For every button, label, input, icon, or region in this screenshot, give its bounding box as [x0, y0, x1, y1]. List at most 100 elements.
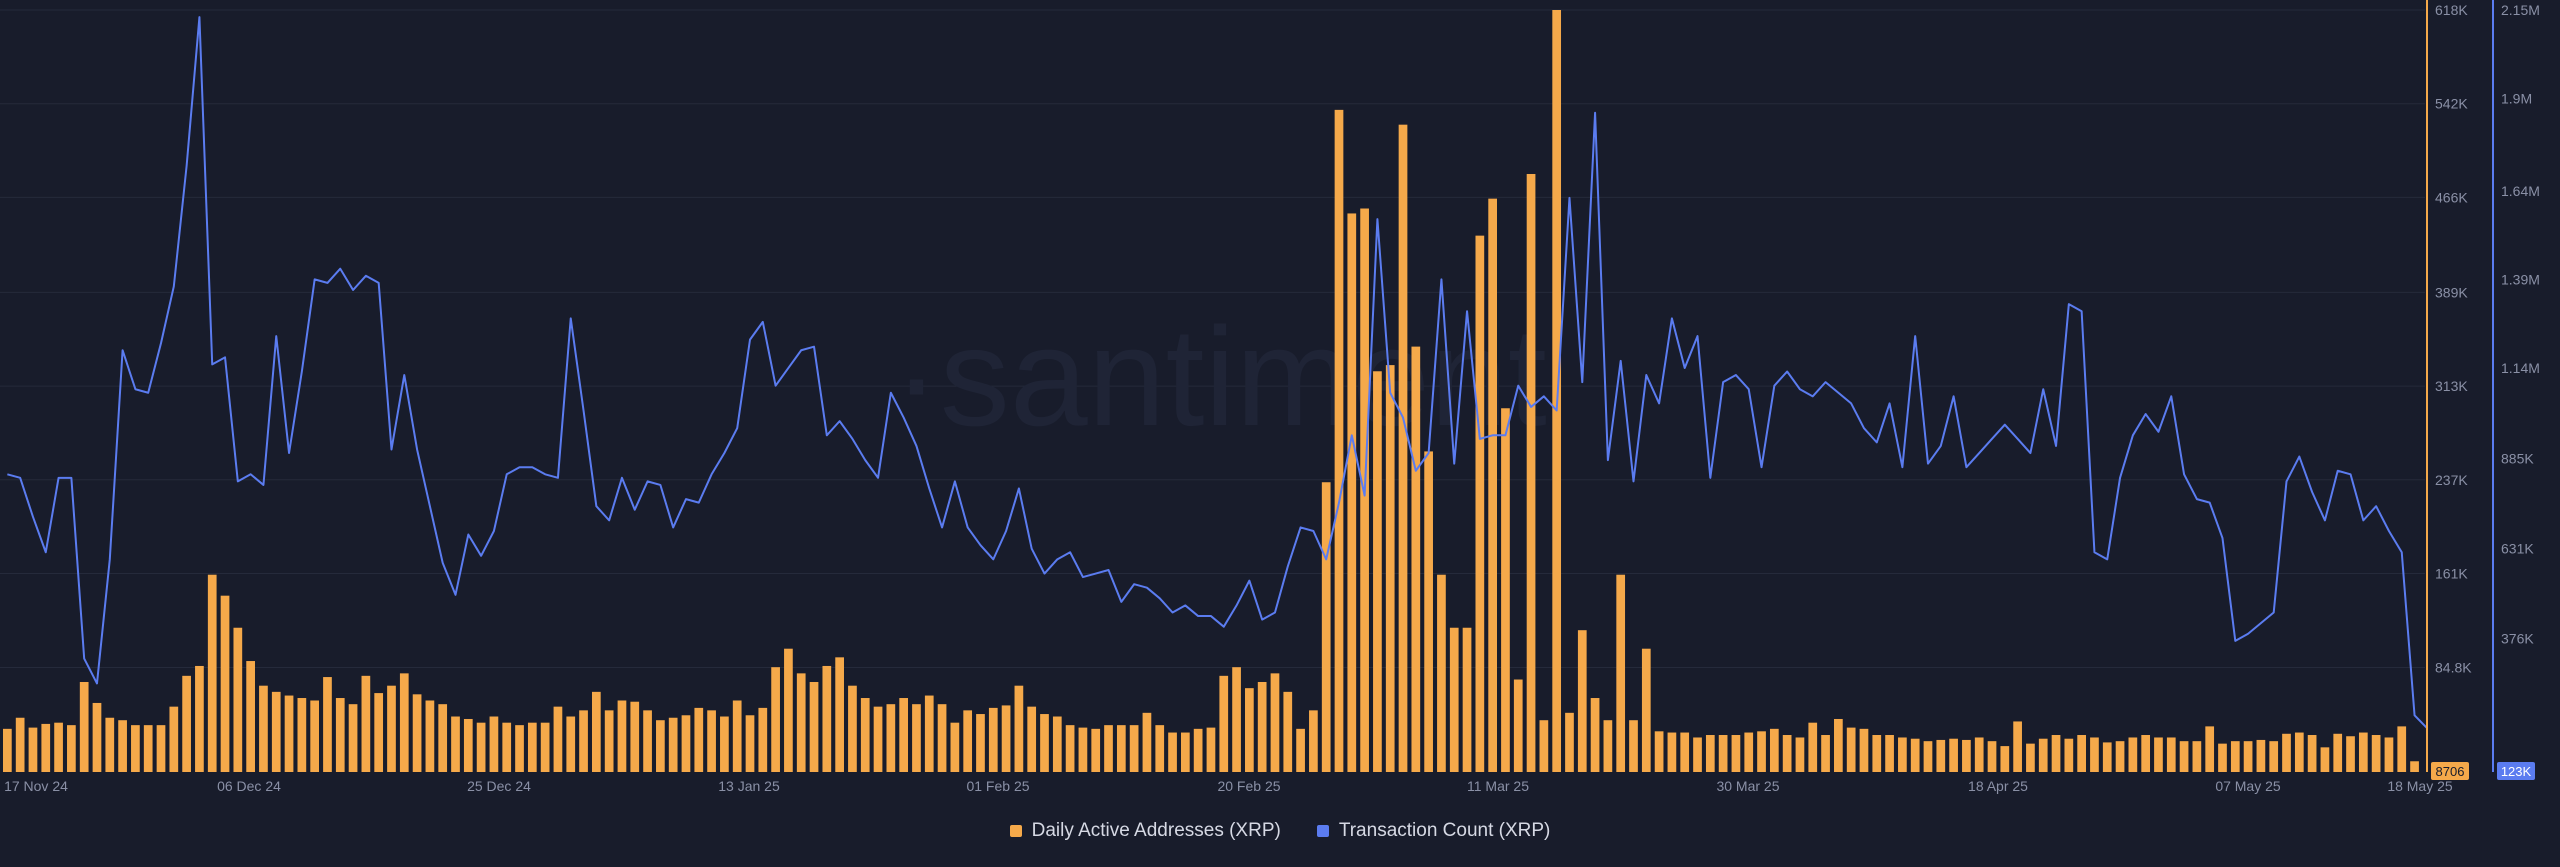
x-tick-label: 01 Feb 25: [966, 778, 1029, 794]
bar-dau: [745, 715, 755, 772]
bar-dau: [233, 627, 243, 772]
bar-dau: [1718, 735, 1728, 772]
bar-dau: [438, 704, 448, 772]
bar-dau: [2013, 721, 2022, 772]
bar-dau: [2256, 739, 2266, 772]
legend-swatch-tx: [1316, 825, 1329, 837]
bar-dau: [1577, 630, 1587, 772]
bar-dau: [873, 706, 883, 772]
bar-dau: [835, 657, 844, 772]
bar-dau: [1488, 198, 1497, 772]
bar-dau: [2269, 741, 2279, 772]
tick-label-dau: 466K: [2435, 189, 2468, 205]
bar-dau: [1898, 737, 1907, 772]
bar-dau: [169, 706, 179, 772]
bar-dau: [860, 698, 870, 772]
bar-dau: [2346, 736, 2355, 772]
x-tick-label: 18 Apr 25: [1968, 778, 2028, 794]
bar-dau: [1923, 741, 1933, 772]
tick-label-tx: 885K: [2501, 450, 2534, 466]
bar-dau: [1846, 727, 1856, 772]
bar-dau: [2371, 735, 2381, 772]
bar-dau: [131, 725, 140, 772]
last-value-text-tx: 123K: [2501, 764, 2532, 779]
bar-dau: [2397, 726, 2407, 772]
bar-dau: [899, 698, 909, 772]
legend-label-tx: Transaction Count (XRP): [1338, 820, 1551, 841]
bar-dau: [771, 667, 780, 772]
tick-label-dau: 313K: [2435, 378, 2468, 394]
bar-dau: [2064, 738, 2074, 772]
x-tick-label: 13 Jan 25: [718, 778, 780, 794]
bar-dau: [1437, 574, 1446, 772]
bar-dau: [2166, 737, 2176, 772]
bar-dau: [297, 698, 307, 772]
bar-dau: [988, 707, 998, 772]
bar-dau: [284, 695, 294, 772]
bar-dau: [1590, 698, 1600, 772]
chart-legend: Daily Active Addresses (XRP) Transaction…: [0, 820, 2560, 842]
bar-dau: [220, 595, 230, 772]
bar-dau: [1411, 346, 1421, 772]
bar-dau: [1206, 727, 1216, 772]
bar-dau: [1859, 728, 1869, 772]
bar-dau: [937, 704, 947, 772]
legend-item-tx[interactable]: Transaction Count (XRP): [1316, 820, 1551, 842]
bar-dau: [1629, 720, 1638, 772]
bar-dau: [1693, 737, 1702, 772]
bar-dau: [2026, 743, 2035, 772]
bar-dau: [1398, 124, 1408, 773]
bar-dau: [566, 716, 576, 772]
bar-dau: [15, 717, 25, 772]
tick-label-dau: 237K: [2435, 472, 2468, 488]
x-tick-label: 17 Nov 24: [4, 778, 68, 794]
bar-dau: [489, 716, 499, 772]
bar-dau: [1257, 681, 1267, 772]
bar-dau: [643, 710, 652, 772]
tick-label-dau: 542K: [2435, 96, 2468, 112]
bar-dau: [1795, 737, 1805, 772]
bar-dau: [1731, 735, 1741, 772]
bar-dau: [591, 691, 601, 772]
bar-dau: [1552, 10, 1562, 772]
bar-dau: [1168, 732, 1177, 772]
bar-dau: [1667, 732, 1677, 772]
bar-dau: [502, 722, 512, 772]
bar-dau: [656, 720, 665, 772]
bar-dau: [720, 716, 729, 772]
last-value-badge-dau: [2431, 762, 2469, 780]
bar-dau: [399, 673, 409, 772]
bar-dau: [2384, 737, 2394, 772]
bar-dau: [848, 685, 857, 772]
bar-dau: [2205, 726, 2215, 772]
bar-dau: [707, 710, 716, 772]
bar-dau: [1270, 673, 1280, 772]
bar-dau: [67, 725, 76, 772]
bar-dau: [1808, 722, 1818, 772]
bar-dau: [1821, 735, 1830, 772]
bar-dau: [1974, 737, 1984, 772]
bar-dau: [118, 720, 127, 772]
tick-label-tx: 376K: [2501, 631, 2534, 647]
bar-dau: [1962, 739, 1971, 772]
bar-dau: [963, 710, 973, 772]
bar-dau: [1834, 718, 1843, 772]
tick-label-dau: 618K: [2435, 2, 2468, 18]
bar-dau: [924, 695, 934, 772]
bar-dau: [335, 698, 345, 772]
bar-dau: [1949, 738, 1958, 772]
bar-dau: [1065, 725, 1075, 772]
bar-dau: [1321, 482, 1331, 772]
bar-dau: [1334, 109, 1344, 773]
bar-dau: [28, 727, 38, 772]
bar-dau: [617, 700, 627, 772]
bar-dau: [2179, 741, 2189, 772]
legend-item-dau[interactable]: Daily Active Addresses (XRP): [1009, 820, 1281, 842]
bar-dau: [1001, 705, 1011, 772]
bar-dau: [2141, 735, 2151, 772]
bar-dau: [2000, 746, 2010, 772]
bar-dau: [1757, 731, 1766, 772]
bar-dau: [2090, 737, 2099, 772]
